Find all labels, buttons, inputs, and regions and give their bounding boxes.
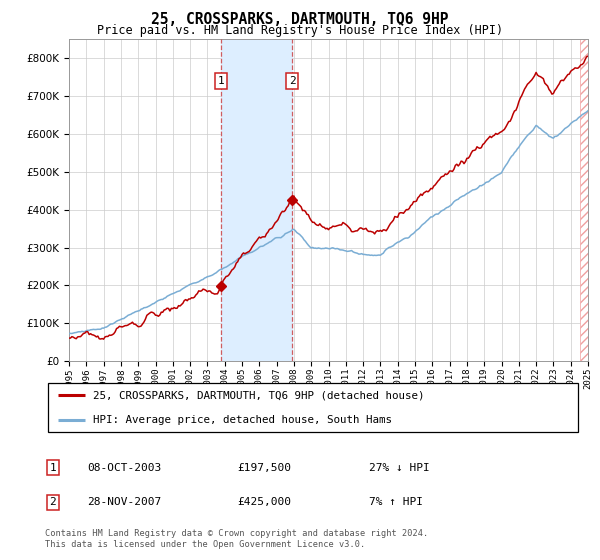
Bar [221, 39, 292, 361]
Text: HPI: Average price, detached house, South Hams: HPI: Average price, detached house, Sout… [94, 414, 392, 424]
Text: 25, CROSSPARKS, DARTMOUTH, TQ6 9HP (detached house): 25, CROSSPARKS, DARTMOUTH, TQ6 9HP (deta… [94, 390, 425, 400]
FancyBboxPatch shape [47, 383, 578, 432]
Text: 2: 2 [289, 76, 296, 86]
Text: 1: 1 [49, 463, 56, 473]
Text: Price paid vs. HM Land Registry's House Price Index (HPI): Price paid vs. HM Land Registry's House … [97, 24, 503, 37]
Text: This data is licensed under the Open Government Licence v3.0.: This data is licensed under the Open Gov… [45, 540, 365, 549]
Text: Contains HM Land Registry data © Crown copyright and database right 2024.: Contains HM Land Registry data © Crown c… [45, 529, 428, 538]
Text: £197,500: £197,500 [237, 463, 291, 473]
Text: 28-NOV-2007: 28-NOV-2007 [87, 497, 161, 507]
Text: £425,000: £425,000 [237, 497, 291, 507]
Bar [580, 39, 588, 361]
Text: 7% ↑ HPI: 7% ↑ HPI [369, 497, 423, 507]
Text: 1: 1 [217, 76, 224, 86]
Text: 2: 2 [49, 497, 56, 507]
Text: 27% ↓ HPI: 27% ↓ HPI [369, 463, 430, 473]
Text: 08-OCT-2003: 08-OCT-2003 [87, 463, 161, 473]
Text: 25, CROSSPARKS, DARTMOUTH, TQ6 9HP: 25, CROSSPARKS, DARTMOUTH, TQ6 9HP [151, 12, 449, 27]
